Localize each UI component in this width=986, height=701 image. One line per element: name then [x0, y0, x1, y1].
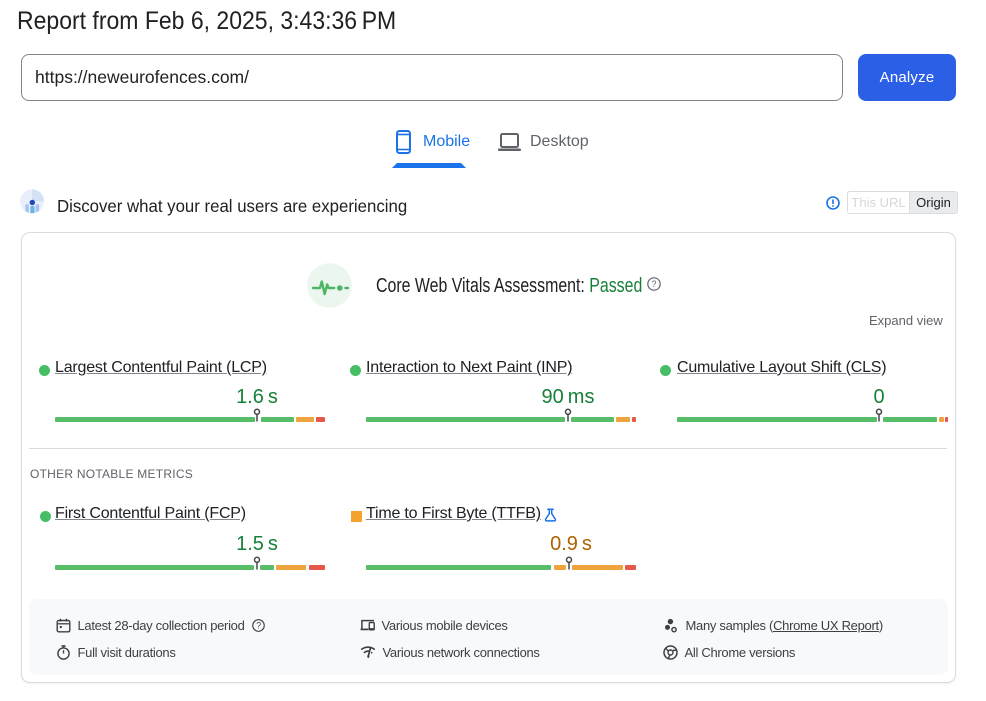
svg-text:?: ? [651, 279, 656, 289]
svg-text:?: ? [256, 621, 261, 631]
